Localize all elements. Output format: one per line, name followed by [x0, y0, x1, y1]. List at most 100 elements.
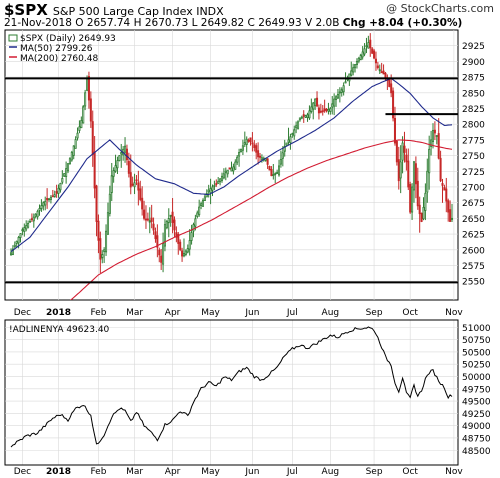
price-y-tick-label: 2800: [462, 121, 485, 131]
candle-body: [67, 163, 70, 172]
candle-body: [395, 141, 398, 163]
candle-body: [114, 165, 117, 172]
candle-body: [312, 102, 315, 110]
candle-body: [361, 51, 364, 58]
candle-body: [316, 97, 319, 107]
candle-body: [435, 135, 438, 137]
candle-body: [249, 137, 252, 143]
quote-line: 21-Nov-2018 O 2657.74 H 2670.73 L 2649.8…: [4, 17, 462, 29]
price-x-tick-label: Mar: [126, 308, 143, 318]
candle-body: [207, 189, 210, 193]
candle-body: [416, 180, 419, 207]
candle-body: [158, 249, 161, 256]
candle-body: [276, 172, 279, 174]
candle-body: [21, 229, 24, 232]
candle-body: [373, 50, 376, 59]
ma-group: [10, 77, 453, 300]
price-x-tick-label: Nov: [445, 308, 463, 318]
breadth-x-tick-label: Feb: [90, 467, 106, 477]
candle-body: [135, 179, 138, 182]
candle-body: [308, 110, 311, 119]
candle-body: [382, 70, 385, 75]
candle-body: [46, 197, 49, 201]
quote-date: 21-Nov-2018: [4, 17, 72, 29]
candle-body: [152, 223, 155, 231]
candle-body: [445, 188, 448, 202]
legend-adline-label: !ADLINENYA 49623.40: [9, 325, 110, 335]
candle-body: [302, 114, 305, 117]
candle-body: [40, 205, 43, 209]
candle-body: [116, 160, 119, 169]
breadth-x-tick-label: Jul: [286, 467, 298, 477]
candle-body: [11, 248, 14, 255]
candle-body: [89, 98, 92, 122]
breadth-x-tick-label: 2018: [46, 467, 71, 477]
index-name: S&P 500 Large Cap Index INDX: [52, 5, 224, 18]
candle-body: [371, 48, 374, 54]
candle-body: [44, 200, 47, 206]
candle-body: [42, 202, 45, 207]
candle-body: [194, 218, 197, 227]
price-y-tick-label: 2550: [462, 278, 485, 288]
candle-body: [23, 227, 26, 233]
price-x-tick-label: May: [201, 308, 220, 318]
legend-ma50-label: MA(50) 2799.26: [20, 44, 93, 54]
candle-body: [437, 133, 440, 159]
breadth-x-tick-label: Aug: [322, 467, 340, 477]
candle-body: [397, 159, 400, 182]
candle-body: [137, 182, 140, 191]
candle-body: [25, 225, 28, 230]
candle-body: [226, 169, 229, 175]
price-y-tick-label: 2900: [462, 58, 485, 68]
candle-body: [9, 252, 13, 256]
candle-body: [443, 187, 446, 191]
candle-body: [350, 70, 353, 76]
candle-body: [139, 188, 142, 200]
candle-body: [342, 85, 345, 93]
candle-body: [310, 106, 313, 112]
candle-body: [167, 217, 170, 224]
price-x-tick-label: Feb: [90, 308, 106, 318]
candle-body: [447, 200, 450, 213]
candle-body: [84, 92, 87, 107]
price-y-tick-label: 2825: [462, 105, 485, 115]
candle-body: [186, 248, 189, 253]
candle-body: [105, 230, 108, 253]
quote-high: H 2670.73: [133, 17, 189, 29]
price-y-tick-label: 2725: [462, 168, 485, 178]
candle-body: [230, 167, 233, 172]
price-x-tick-label: Oct: [402, 308, 418, 318]
candle-body: [203, 196, 206, 201]
candle-body: [414, 163, 417, 185]
quote-open: O 2657.74: [75, 17, 131, 29]
candle-body: [95, 185, 98, 222]
candle-body: [143, 209, 146, 219]
price-x-tick-label: Apr: [165, 308, 181, 318]
breadth-x-tick-label: Mar: [126, 467, 143, 477]
candle-body: [260, 157, 263, 161]
candle-body: [106, 212, 109, 235]
candle-body: [129, 172, 132, 188]
candle-body: [306, 114, 309, 118]
quote-low: L 2649.82: [191, 17, 245, 29]
candle-body: [217, 180, 220, 184]
candle-body: [57, 187, 60, 194]
candle-body: [257, 150, 260, 158]
watermark: @ StockCharts.com: [386, 2, 494, 15]
candle-body: [133, 182, 136, 188]
candle-body: [321, 110, 324, 113]
candle-body: [141, 197, 144, 210]
candle-body: [424, 192, 427, 211]
candle-body: [272, 174, 275, 177]
candle-body: [295, 125, 298, 129]
candle-body: [304, 115, 307, 118]
breadth-panel-frame: [4, 319, 459, 466]
candle-body: [407, 160, 410, 188]
symbol-label: $SPX: [4, 1, 48, 19]
candle-body: [38, 208, 41, 211]
candle-body: [426, 170, 429, 193]
candle-body: [340, 89, 343, 93]
adline-series: [10, 326, 453, 448]
candle-body: [359, 54, 362, 61]
candle-body: [281, 152, 284, 159]
